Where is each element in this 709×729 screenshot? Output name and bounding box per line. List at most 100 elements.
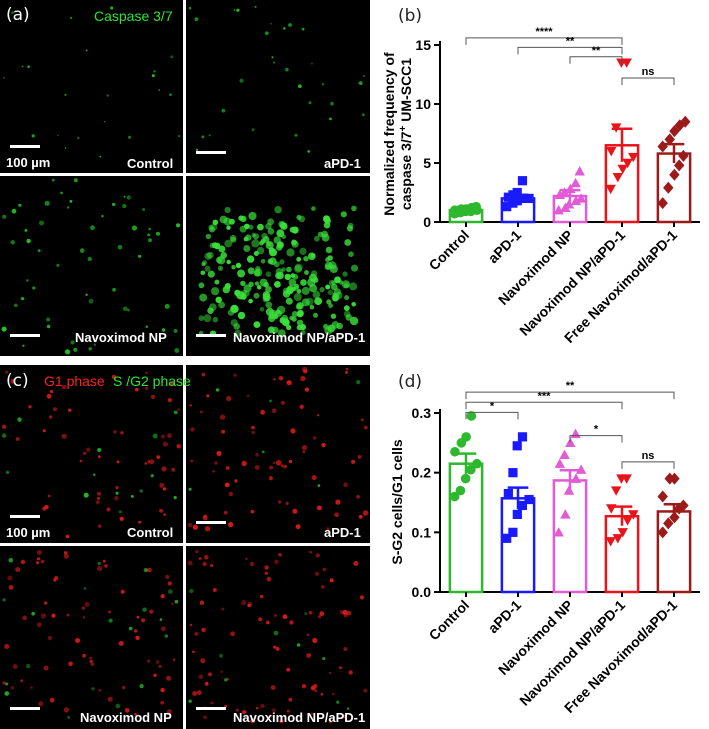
cell-dot <box>340 211 347 218</box>
cell-dot <box>173 496 177 500</box>
cell-dot <box>10 240 15 245</box>
cell-dot <box>248 298 253 304</box>
cell-dot <box>285 324 292 330</box>
cell-dot <box>359 595 365 600</box>
cell-dot <box>274 614 277 617</box>
cell-dot <box>305 297 314 306</box>
cell-dot <box>206 394 210 398</box>
cell-dot <box>163 513 166 516</box>
cell-dot <box>271 56 274 59</box>
cell-dot <box>348 670 353 675</box>
bar <box>656 152 692 224</box>
cell-dot <box>288 697 293 702</box>
cell-dot <box>245 557 248 561</box>
cell-dot <box>138 254 142 258</box>
cell-dot <box>285 501 289 505</box>
cell-dot <box>325 246 333 254</box>
cell-dot <box>249 561 255 567</box>
cell-dot <box>212 470 215 473</box>
cell-dot <box>63 553 69 559</box>
cell-dot <box>47 494 51 498</box>
cell-dot <box>231 265 236 270</box>
cell-dot <box>102 559 106 563</box>
cell-dot <box>87 256 93 262</box>
cell-dot <box>246 255 255 263</box>
cell-dot <box>64 349 71 355</box>
data-point <box>628 510 639 520</box>
cell-dot <box>266 576 272 582</box>
scale-bar-label-a: 100 µm <box>6 155 51 170</box>
data-point <box>570 195 582 205</box>
cell-dot <box>308 101 312 105</box>
data-point <box>450 446 460 457</box>
cell-dot <box>299 404 304 409</box>
data-point <box>455 485 466 496</box>
cell-dot <box>314 571 319 576</box>
cell-dot <box>168 589 173 594</box>
cell-dot <box>7 575 13 581</box>
cell-dot <box>188 6 192 10</box>
caspase-stain-label: Caspase 3/7 <box>94 8 173 24</box>
cell-dot <box>131 495 134 498</box>
cell-dot <box>310 685 316 691</box>
cell-dot <box>98 455 101 458</box>
y-tick-label: 0.2 <box>412 465 432 481</box>
cell-dot <box>349 282 358 291</box>
cell-dot <box>267 258 274 265</box>
cell-dot <box>292 508 298 514</box>
cell-dot <box>343 482 348 488</box>
tile-divider <box>183 365 186 729</box>
cell-dot <box>322 657 326 661</box>
cell-dot <box>357 455 362 459</box>
cell-dot <box>203 314 212 323</box>
cell-dot <box>280 400 285 405</box>
cell-dot <box>224 239 233 248</box>
cell-dot <box>295 524 301 530</box>
cell-dot <box>282 614 288 620</box>
cell-dot <box>283 464 287 469</box>
cell-dot <box>269 465 274 470</box>
cell-dot <box>21 65 24 68</box>
cell-dot <box>177 135 181 138</box>
cell-dot <box>39 220 44 226</box>
cell-dot <box>20 559 26 565</box>
cell-dot <box>284 273 291 281</box>
cell-dot <box>251 430 255 435</box>
cell-dot <box>176 444 181 449</box>
cell-dot <box>274 559 279 564</box>
cell-dot <box>2 424 7 429</box>
cell-dot <box>131 225 138 231</box>
cell-dot <box>300 375 306 382</box>
cell-dot <box>240 280 246 287</box>
cell-dot <box>216 256 226 265</box>
cell-dot <box>218 245 226 253</box>
panel-a-cells <box>0 0 370 356</box>
cell-dot <box>153 673 157 677</box>
cell-dot <box>213 588 217 592</box>
cell-dot <box>46 324 51 329</box>
cell-dot <box>296 289 302 294</box>
cell-dot <box>260 409 265 415</box>
x-tick-label: Navoximod NP/aPD-1 <box>516 597 628 709</box>
cell-dot <box>273 236 281 244</box>
cell-dot <box>245 234 252 241</box>
cell-dot <box>85 293 88 296</box>
y-tick-label: 0.1 <box>412 524 432 540</box>
cell-dot <box>118 640 124 646</box>
cell-dot <box>274 206 282 214</box>
cell-dot <box>10 11 14 15</box>
cell-dot <box>302 450 306 453</box>
cell-dot <box>200 410 203 414</box>
cell-dot <box>171 467 176 472</box>
cell-dot <box>334 276 341 284</box>
cell-dot <box>97 561 101 566</box>
significance-label: * <box>490 400 495 412</box>
cell-dot <box>339 666 342 669</box>
data-point <box>471 201 481 212</box>
cell-dot <box>46 393 52 399</box>
cell-dot <box>65 534 70 539</box>
cell-dot <box>255 266 261 272</box>
cell-dot <box>289 620 294 625</box>
cell-dot <box>311 253 316 258</box>
